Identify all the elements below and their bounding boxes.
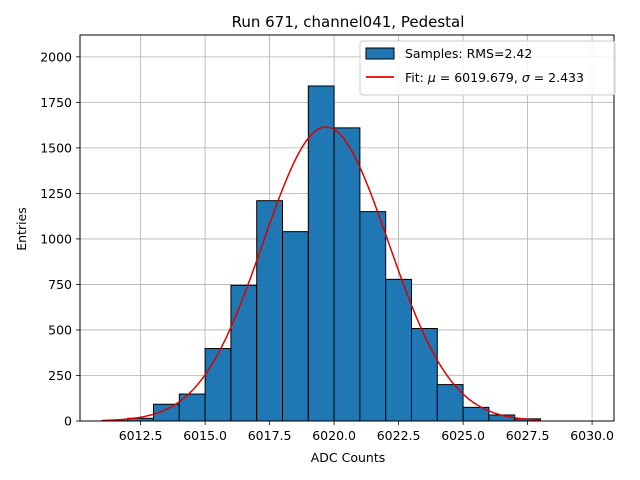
legend-samples-swatch [365,47,395,60]
x-tick-label: 6017.5 [248,428,292,443]
x-tick-label: 6030.0 [570,428,614,443]
axis-ticks: 6012.5 6015.0 6017.5 6020.0 6022.5 6025.0 6027… [40,49,614,443]
legend-samples-label: Samples: RMS=2.42 [405,46,532,61]
y-tick-label: 1000 [40,231,72,246]
y-tick-label: 500 [48,322,72,337]
x-tick-label: 6027.5 [506,428,550,443]
x-tick-label: 6022.5 [377,428,421,443]
legend-fit-label: Fit: μ = 6019.679, σ = 2.433 [405,70,584,85]
histogram-bar [385,278,412,422]
fit-curve-line [101,126,541,422]
y-tick-label: 2000 [40,49,72,64]
x-tick-label: 6015.0 [183,428,227,443]
histogram-bar [359,211,387,422]
x-tick-label: 6020.0 [312,428,356,443]
histogram-bar [282,231,309,422]
histogram-bar [307,85,335,422]
x-axis-label: ADC Counts [311,450,386,465]
legend: Samples: RMS=2.42 Fit: μ = 6019.679, σ =… [359,40,616,96]
y-tick-label: 1250 [40,186,72,201]
x-tick-label: 6025.0 [441,428,485,443]
legend-frame [359,40,616,96]
histogram-bar [230,284,258,422]
histogram-bars [101,85,541,422]
chart-title: Run 671, channel041, Pedestal [232,13,465,31]
plot-frame [79,34,615,422]
x-tick-label: 6012.5 [119,428,163,443]
y-tick-label: 1500 [40,140,72,155]
y-tick-label: 0 [64,414,72,429]
histogram-bar [256,200,284,422]
histogram-bar [333,127,361,422]
y-axis-label: Entries [14,207,29,251]
histogram-bar [204,348,232,422]
y-tick-label: 250 [48,368,72,383]
y-tick-label: 1750 [40,95,72,110]
y-tick-label: 750 [48,277,72,292]
histogram-bar [410,328,438,422]
